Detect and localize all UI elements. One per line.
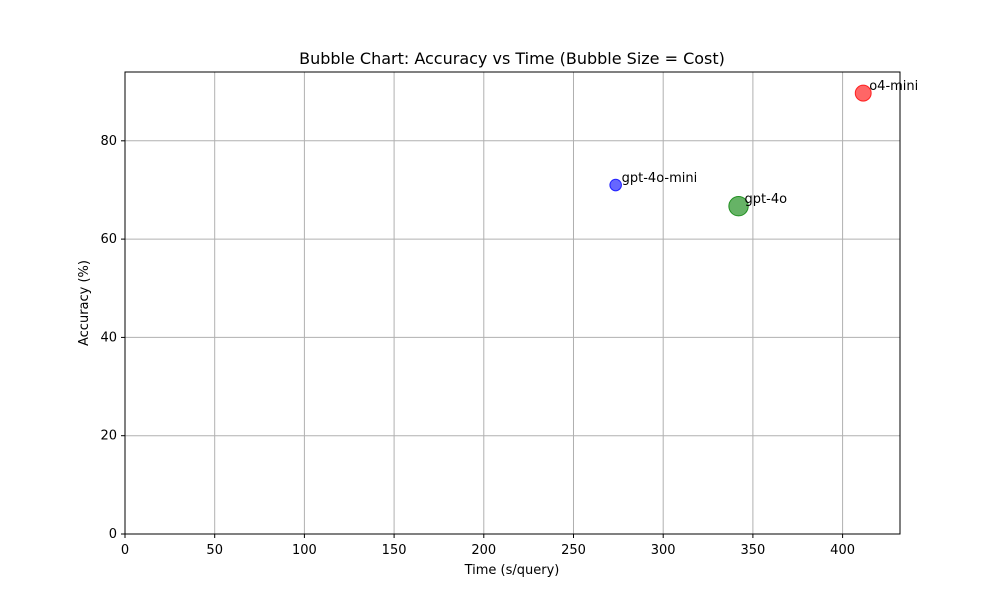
bubble-labels: gpt-4o-mini gpt-4o o4-mini [622,79,919,207]
x-tick-label: 0 [121,543,129,558]
chart-title: Bubble Chart: Accuracy vs Time (Bubble S… [299,49,725,68]
x-tick-label: 150 [382,543,407,558]
x-tick-label: 400 [830,543,855,558]
grid [124,72,900,535]
y-tick-label: 80 [100,134,117,149]
bubble-gpt-4o-mini [609,178,622,192]
y-tick-label: 20 [100,429,117,444]
x-tick-label: 200 [471,543,496,558]
x-tick-label: 50 [206,543,223,558]
bubble-o4-mini [854,84,872,102]
x-tick-label: 250 [561,543,586,558]
bubbles [609,84,872,217]
axes: 0 50 100 150 200 250 300 350 400 0 20 40 60 80 [100,71,901,558]
bubble-gpt-4o [728,195,749,217]
y-tick-label: 40 [100,330,117,345]
y-axis-label: Accuracy (%) [77,260,92,346]
plot-frame [124,71,901,535]
x-tick-label: 300 [651,543,676,558]
bubble-label-gpt-4o: gpt-4o [745,192,788,207]
x-tick-label: 350 [740,543,765,558]
y-tick-label: 60 [100,232,117,247]
x-axis-label: Time (s/query) [464,563,560,578]
bubble-label-gpt-4o-mini: gpt-4o-mini [622,171,698,186]
bubble-label-o4-mini: o4-mini [869,79,918,94]
x-tick-label: 100 [292,543,317,558]
y-tick-label: 0 [109,527,117,542]
